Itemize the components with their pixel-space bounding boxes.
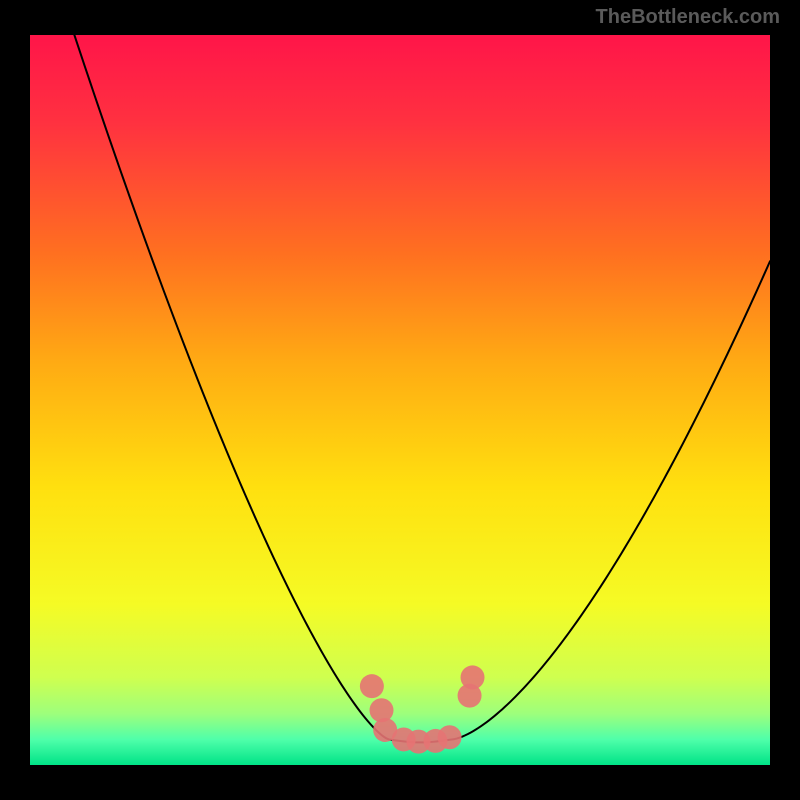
plot-area	[30, 35, 770, 765]
plot-background	[30, 35, 770, 765]
chart-svg	[30, 35, 770, 765]
chart-container: TheBottleneck.com	[0, 0, 800, 800]
marker-point	[438, 725, 462, 749]
attribution-label: TheBottleneck.com	[596, 6, 780, 29]
marker-point	[461, 665, 485, 689]
marker-point	[360, 674, 384, 698]
